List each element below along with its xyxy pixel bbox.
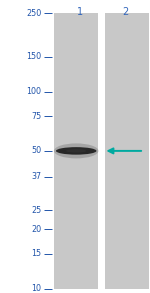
Text: 2: 2 <box>122 7 128 17</box>
Ellipse shape <box>54 143 99 159</box>
Text: 37: 37 <box>31 172 41 181</box>
Text: 150: 150 <box>26 52 41 62</box>
Text: 10: 10 <box>31 284 41 293</box>
Text: 50: 50 <box>31 146 41 155</box>
Text: 25: 25 <box>31 206 41 215</box>
Text: 20: 20 <box>31 225 41 234</box>
Text: 15: 15 <box>31 249 41 258</box>
Text: 100: 100 <box>26 87 41 96</box>
Text: 75: 75 <box>31 112 41 121</box>
Ellipse shape <box>56 147 96 155</box>
Text: 1: 1 <box>77 7 83 17</box>
Ellipse shape <box>66 149 86 153</box>
Bar <box>105 13 148 289</box>
Text: 250: 250 <box>26 9 41 18</box>
Bar <box>54 13 98 289</box>
